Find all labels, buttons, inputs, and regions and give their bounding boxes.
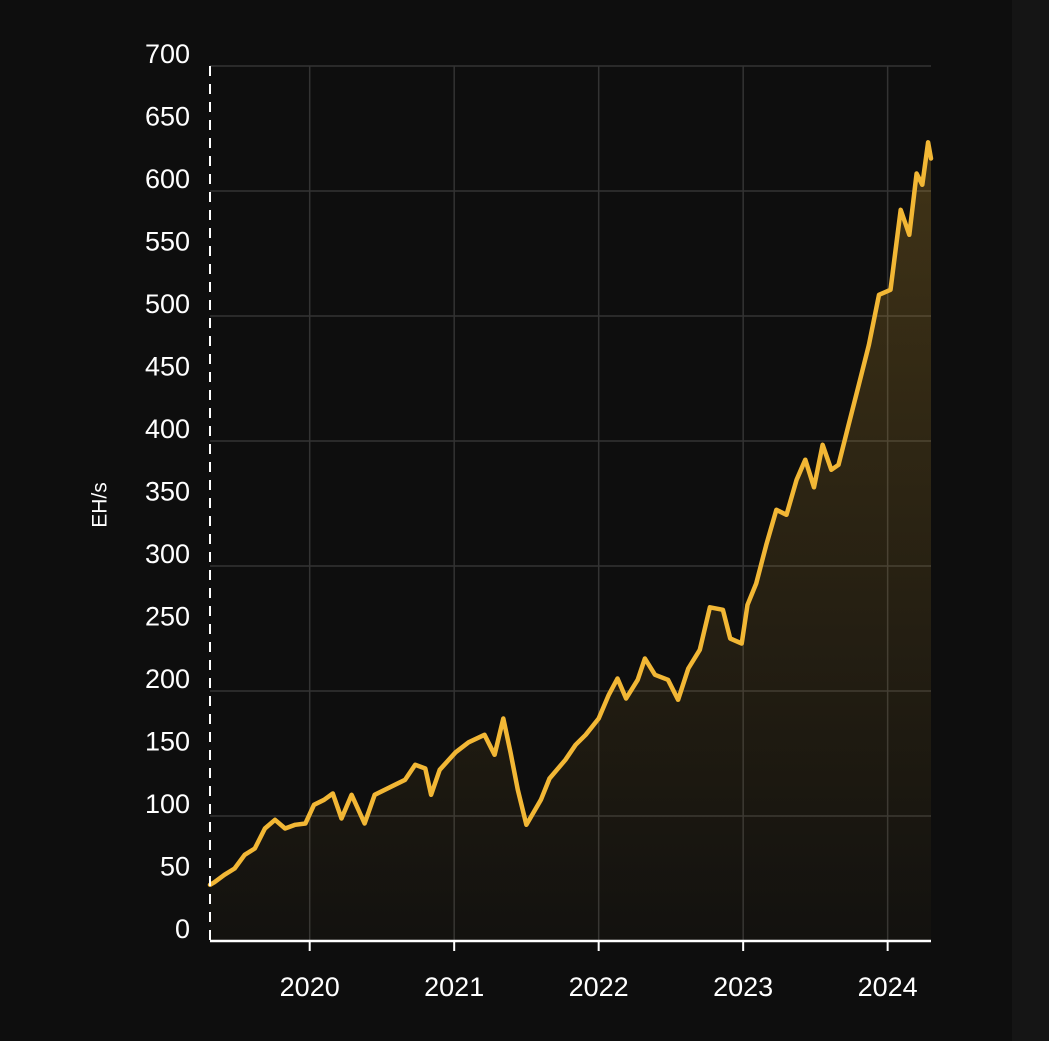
x-tick-label: 2022 — [569, 972, 629, 1002]
y-tick-label: 600 — [145, 164, 190, 194]
x-tick-label: 2024 — [858, 972, 918, 1002]
x-tick-label: 2023 — [713, 972, 773, 1002]
x-tick-label: 2021 — [424, 972, 484, 1002]
y-tick-label: 0 — [175, 914, 190, 944]
y-tick-label: 550 — [145, 227, 190, 257]
y-tick-label: 300 — [145, 539, 190, 569]
y-tick-label: 500 — [145, 289, 190, 319]
y-tick-label: 400 — [145, 414, 190, 444]
y-tick-label: 650 — [145, 102, 190, 132]
y-tick-label: 450 — [145, 352, 190, 382]
y-tick-label: 250 — [145, 602, 190, 632]
y-tick-label: 150 — [145, 727, 190, 757]
y-tick-label: 350 — [145, 477, 190, 507]
side-strip — [1012, 0, 1049, 1041]
area — [210, 142, 931, 942]
line — [207, 140, 934, 888]
y-tick-label: 100 — [145, 789, 190, 819]
y-tick-label: 50 — [160, 852, 190, 882]
y-axis-label: EH/s — [89, 482, 112, 528]
x-tick-label: 2020 — [280, 972, 340, 1002]
y-tick-label: 700 — [145, 39, 190, 69]
y-tick-label: 200 — [145, 664, 190, 694]
